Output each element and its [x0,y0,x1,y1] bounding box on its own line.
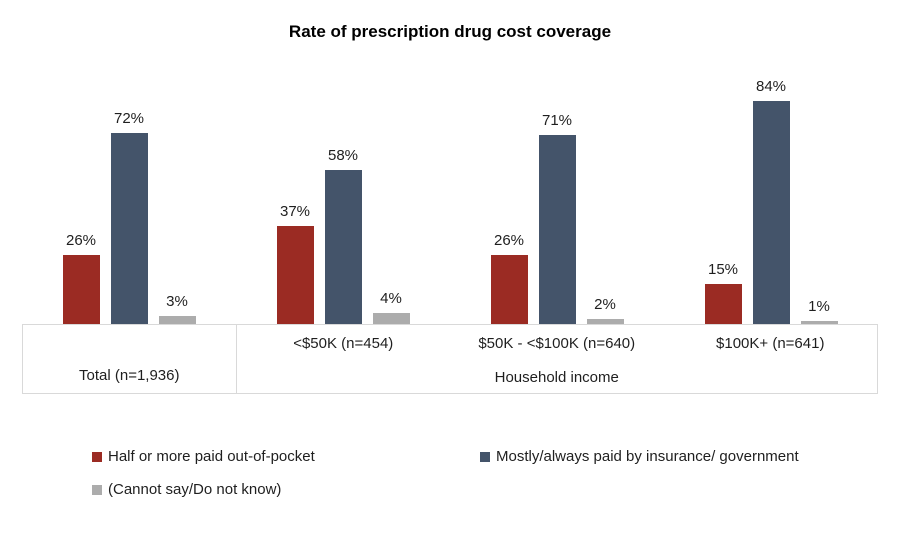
bar-value-label: 2% [594,296,616,313]
bar-group-2: 26% 71% 2% [450,72,664,324]
category-label-total: Total (n=1,936) [79,367,180,384]
legend-label-insurance-government: Mostly/always paid by insurance/ governm… [496,448,799,465]
bar-column: 58% [324,147,362,324]
legend: Half or more paid out-of-pocket Mostly/a… [92,448,900,498]
legend-swatch-red-icon [92,451,102,462]
category-label-under-50k: <$50K (n=454) [293,334,394,352]
bar-series0-cat2 [490,255,528,324]
bar-series0-cat0 [62,255,100,324]
bar-value-label: 3% [166,293,188,310]
bar-series0-cat1 [276,226,314,324]
bar-group-3: 15% 84% 1% [664,72,878,324]
axis-income-labels-row: <$50K (n=454) $50K - <$100K (n=640) $100… [237,325,878,361]
category-axis: Total (n=1,936) <$50K (n=454) $50K - <$1… [22,324,878,394]
legend-item-cannot-say: (Cannot say/Do not know) [92,481,281,498]
bar-series0-cat3 [704,284,742,324]
bar-value-label: 58% [327,147,359,164]
bar-value-label: 26% [493,232,525,249]
bar-series1-cat2 [538,135,576,324]
bar-value-label: 71% [541,112,573,129]
chart-title: Rate of prescription drug cost coverage [288,22,612,41]
bar-series1-cat0 [110,133,148,324]
legend-swatch-blue-icon [480,451,490,462]
bar-series2-cat0 [158,316,196,324]
category-label-100k-plus: $100K+ (n=641) [716,334,825,352]
bar-column: 4% [372,290,410,324]
bar-series2-cat3 [800,321,838,324]
category-label-50k-100k: $50K - <$100K (n=640) [478,334,636,352]
bar-series1-cat1 [324,170,362,324]
bar-column: 71% [538,112,576,324]
bar-group-0: 26% 72% 3% [22,72,236,324]
bar-column: 72% [110,110,148,324]
legend-item-insurance-government: Mostly/always paid by insurance/ governm… [480,448,799,465]
bar-column: 1% [800,298,838,324]
legend-item-out-of-pocket: Half or more paid out-of-pocket [92,448,315,465]
bar-column: 37% [276,203,314,324]
legend-label-cannot-say: (Cannot say/Do not know) [108,481,282,498]
legend-swatch-gray-icon [92,484,102,495]
bar-column: 26% [490,232,528,324]
axis-cell-income-section: <$50K (n=454) $50K - <$100K (n=640) $100… [237,325,878,393]
legend-label-out-of-pocket: Half or more paid out-of-pocket [108,448,315,465]
bar-value-label: 26% [65,232,97,249]
bar-column: 84% [752,78,790,324]
axis-cell-total: Total (n=1,936) [23,325,237,393]
bar-value-label: 1% [808,298,830,315]
bar-value-label: 15% [707,261,739,278]
axis-group-label-household-income: Household income [494,368,619,386]
bar-column: 26% [62,232,100,324]
bar-series2-cat1 [372,313,410,324]
axis-section-row: Household income [237,361,878,393]
bar-series1-cat3 [752,101,790,324]
bar-value-label: 4% [380,290,402,307]
bar-value-label: 72% [113,110,145,127]
bar-group-1: 37% 58% 4% [236,72,450,324]
bar-series2-cat2 [586,319,624,324]
bar-column: 15% [704,261,742,324]
bar-column: 3% [158,293,196,324]
plot-area: 26% 72% 3% 37% 58% 4% 26% 71% 2% 15% 84% 1% [22,72,878,324]
bar-value-label: 37% [279,203,311,220]
bar-column: 2% [586,296,624,324]
bar-value-label: 84% [755,78,787,95]
